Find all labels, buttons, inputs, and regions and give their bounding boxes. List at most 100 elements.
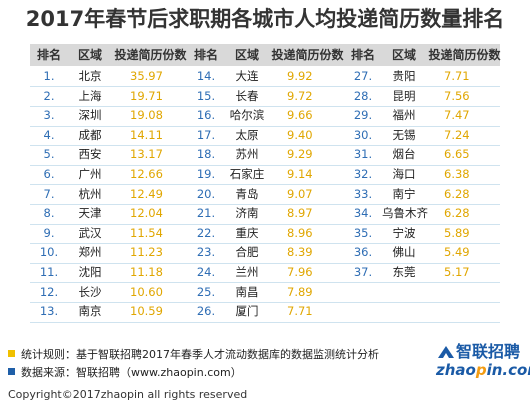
- cell-city: 无锡: [392, 127, 416, 142]
- cell-city: 哈尔滨: [229, 108, 265, 123]
- cell-rank: 32.: [353, 167, 373, 181]
- cell-value: 12.04: [130, 206, 163, 221]
- cell-city: 沈阳: [78, 265, 102, 279]
- cell-rank: 6.: [43, 167, 55, 181]
- cell-city: 烟台: [392, 147, 416, 162]
- logo-english-text: zhaopin.com: [436, 361, 530, 379]
- cell-value: 6.28: [444, 206, 470, 221]
- cell-value: 8.39: [287, 245, 313, 260]
- cell-rank: 27.: [353, 69, 373, 83]
- logo-chinese-text: 智联招聘: [456, 342, 521, 361]
- cell-rank: 22.: [196, 225, 216, 240]
- table-row: 3. 深圳 19.08 16. 哈尔滨 9.66 29. 福州 7.47: [30, 106, 500, 127]
- cell-rank: 19.: [196, 167, 216, 181]
- cell-city: 昆明: [392, 88, 416, 103]
- table-row: 13. 南京 10.59 26. 厦门 7.71: [30, 302, 500, 323]
- table-row: 2. 上海 19.71 15. 长春 9.72 28. 昆明 7.56: [30, 87, 500, 107]
- cell-rank: 31.: [353, 147, 373, 162]
- cell-rank: 16.: [196, 108, 216, 123]
- cell-value: 7.96: [287, 265, 313, 279]
- cell-rank: 37.: [353, 265, 373, 279]
- cell-rank: 25.: [196, 284, 216, 299]
- cell-city: 石家庄: [229, 167, 265, 181]
- cell-rank: 7.: [43, 186, 55, 201]
- cell-rank: 21.: [196, 206, 216, 221]
- cell-value: 19.71: [130, 88, 163, 103]
- cell-rank: 15.: [196, 88, 216, 103]
- cell-value: 7.24: [444, 127, 470, 142]
- cell-value: 7.47: [444, 108, 470, 123]
- cell-city: 长春: [235, 88, 259, 103]
- cell-value: 7.71: [287, 304, 313, 319]
- cell-city: 苏州: [235, 147, 259, 162]
- header-cell: 排名: [36, 48, 61, 62]
- cell-city: 贵阳: [392, 69, 416, 83]
- cell-city: 合肥: [235, 245, 259, 260]
- cell-value: 12.66: [130, 167, 163, 181]
- table-row: 6. 广州 12.66 19. 石家庄 9.14 32. 海口 6.38: [30, 165, 500, 186]
- cell-rank: 14.: [196, 69, 216, 83]
- header-cell: 排名: [193, 48, 218, 62]
- cell-value: 5.49: [444, 245, 470, 260]
- cell-city: 海口: [392, 167, 416, 181]
- cell-rank: 36.: [353, 245, 373, 260]
- cell-rank: 28.: [353, 88, 373, 103]
- header-cell: 区域: [391, 48, 416, 62]
- cell-city: 天津: [78, 206, 102, 221]
- cell-city: 厦门: [235, 304, 259, 319]
- cell-rank: 5.: [43, 147, 55, 162]
- cell-city: 南昌: [235, 284, 259, 299]
- cell-rank: 30.: [353, 127, 373, 142]
- note-rule-text: 统计规则：基于智联招聘2017年春季人才流动数据库的数据监测统计分析: [21, 348, 379, 361]
- copyright: Copyright©2017zhaopin all rights reserve…: [8, 388, 248, 401]
- cell-value: 10.59: [130, 304, 163, 319]
- cell-city: 武汉: [78, 225, 102, 240]
- cell-city: 成都: [78, 127, 102, 142]
- table-row: 12. 长沙 10.60 25. 南昌 7.89: [30, 283, 500, 303]
- cell-value: 9.72: [287, 88, 313, 103]
- cell-value: 35.97: [130, 69, 163, 83]
- cell-city: 重庆: [235, 225, 259, 240]
- cell-rank: 18.: [196, 147, 216, 162]
- cell-rank: 9.: [43, 225, 55, 240]
- cell-value: 5.89: [444, 225, 470, 240]
- cell-value: 14.11: [130, 127, 163, 142]
- cell-value: 6.38: [444, 167, 470, 181]
- cell-city: 南京: [78, 304, 102, 319]
- header-cell: 投递简历份数: [114, 48, 187, 62]
- cell-rank: 34.: [353, 206, 373, 221]
- table-row: 1. 北京 35.97 14. 大连 9.92 27. 贵阳 7.71: [30, 67, 500, 88]
- cell-value: 19.08: [130, 108, 163, 123]
- cell-rank: 10.: [39, 245, 59, 260]
- cell-rank: 2.: [43, 88, 55, 103]
- cell-value: 8.97: [287, 206, 313, 221]
- cell-city: 北京: [78, 69, 102, 83]
- zhaopin-logo: 智联招聘 zhaopin.com: [436, 342, 530, 380]
- header-cell: 投递简历份数: [428, 48, 501, 62]
- cell-city: 福州: [392, 108, 416, 123]
- page-title: 2017年春节后求职期各城市人均投递简历数量排名: [25, 7, 505, 31]
- header-cell: 区域: [77, 48, 102, 62]
- cell-rank: 1.: [43, 69, 55, 83]
- cell-city: 乌鲁木齐: [382, 206, 428, 221]
- cell-rank: 3.: [43, 108, 55, 123]
- note-rule: 统计规则：基于智联招聘2017年春季人才流动数据库的数据监测统计分析: [6, 346, 406, 364]
- cell-value: 10.60: [130, 284, 163, 299]
- cell-city: 宁波: [392, 225, 416, 240]
- cell-rank: 24.: [196, 265, 216, 279]
- cell-value: 11.23: [130, 245, 163, 260]
- header-cell: 排名: [350, 48, 375, 62]
- cell-value: 9.92: [287, 69, 313, 83]
- cell-value: 5.17: [444, 265, 470, 279]
- cell-rank: 17.: [196, 127, 216, 142]
- cell-value: 11.54: [130, 225, 163, 240]
- cell-city: 杭州: [78, 186, 102, 201]
- cell-city: 南宁: [392, 186, 416, 201]
- cell-city: 太原: [235, 127, 259, 142]
- cell-value: 9.66: [287, 108, 313, 123]
- cell-city: 大连: [235, 69, 259, 83]
- cell-value: 7.89: [287, 284, 313, 299]
- cell-rank: 29.: [353, 108, 373, 123]
- cell-value: 6.28: [444, 186, 470, 201]
- cell-city: 郑州: [78, 245, 102, 260]
